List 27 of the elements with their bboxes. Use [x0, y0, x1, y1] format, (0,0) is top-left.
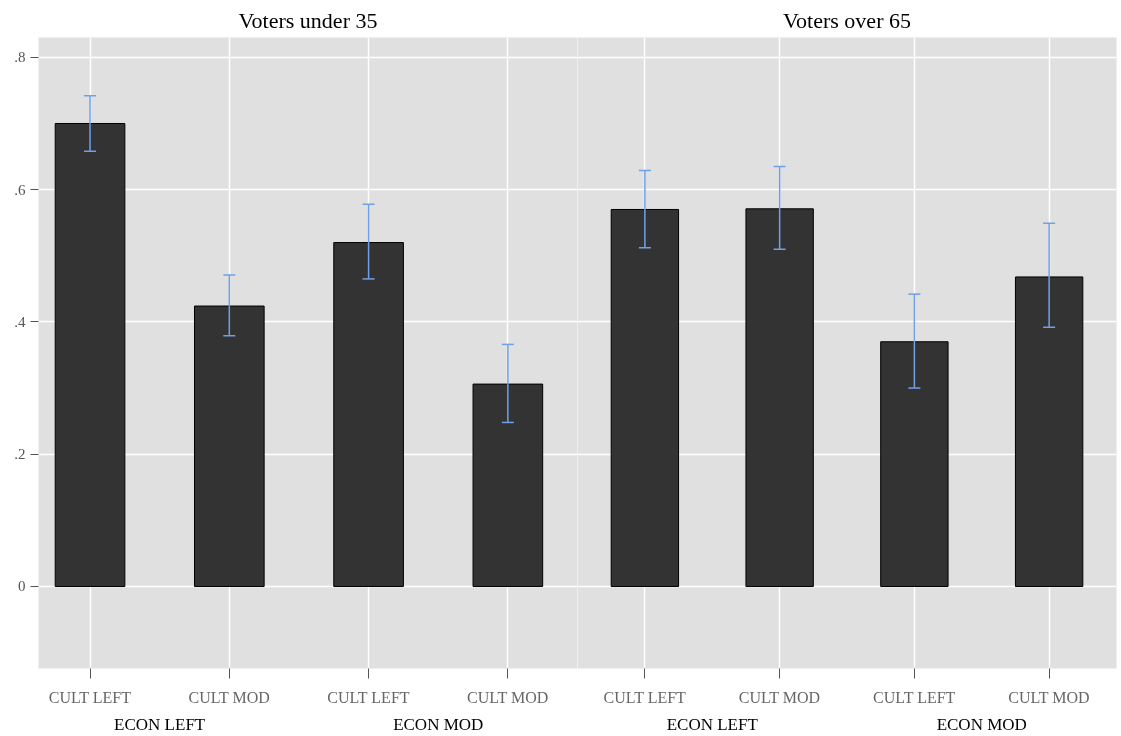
chart-title: Voters over 65 — [783, 7, 911, 33]
x-tick-label: CULT LEFT — [48, 688, 132, 706]
x-tick-label: CULT MOD — [1008, 688, 1090, 706]
text: ECON LEFT — [666, 714, 759, 734]
chart-title: Voters under 35 — [238, 7, 378, 33]
y-tick-label: 0 — [18, 578, 26, 595]
bar — [54, 122, 126, 587]
bar — [610, 208, 680, 587]
x-tick-label: CULT LEFT — [603, 688, 687, 706]
text: ECON MOD — [936, 714, 1027, 734]
text: ECON MOD — [393, 714, 484, 734]
text: ECON LEFT — [114, 714, 206, 734]
bar — [880, 341, 949, 587]
y-tick-label: .4 — [14, 313, 26, 330]
x-tick-label: CULT MOD — [188, 688, 270, 706]
bar — [745, 208, 814, 587]
x-tick-label: CULT LEFT — [873, 688, 956, 706]
y-tick-label: .6 — [14, 181, 26, 198]
x-tick-label: CULT MOD — [738, 688, 821, 706]
bar — [333, 242, 404, 587]
y-tick-label: .8 — [14, 49, 26, 66]
x-tick-label: CULT MOD — [467, 688, 549, 706]
bar — [472, 383, 544, 587]
bar — [1014, 276, 1084, 587]
x-tick-label: CULT LEFT — [327, 688, 410, 706]
bar — [193, 305, 265, 587]
y-tick-label: .2 — [14, 446, 26, 463]
